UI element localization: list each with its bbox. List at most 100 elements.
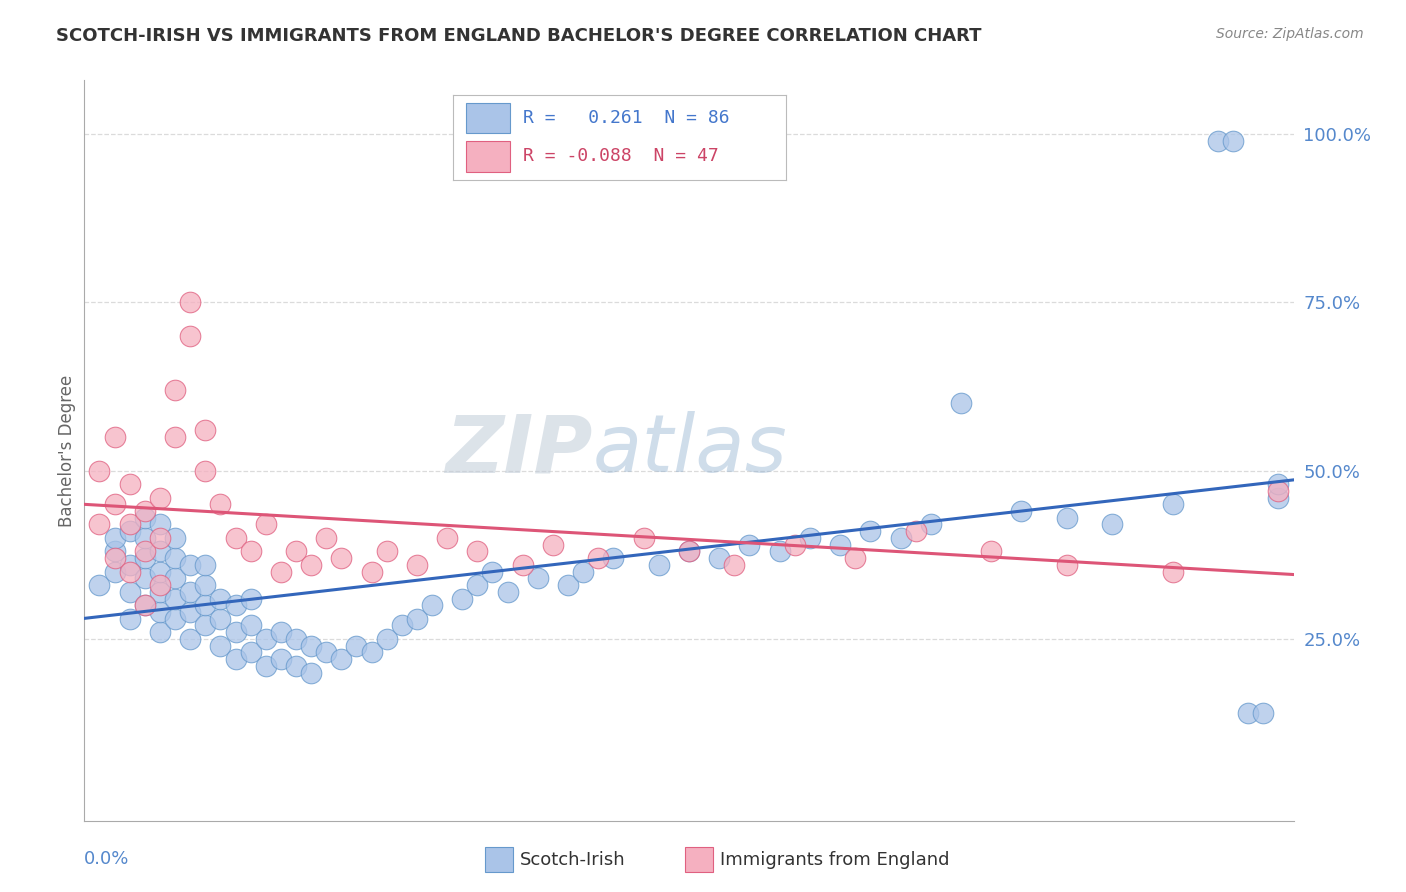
- Point: [738, 538, 761, 552]
- Point: [134, 504, 156, 518]
- Point: [904, 524, 927, 539]
- Point: [330, 652, 353, 666]
- Point: [360, 565, 382, 579]
- Point: [527, 571, 550, 585]
- Point: [1267, 483, 1289, 498]
- Point: [602, 551, 624, 566]
- Point: [1161, 497, 1184, 511]
- Point: [134, 510, 156, 524]
- Point: [572, 565, 595, 579]
- Point: [633, 531, 655, 545]
- Point: [299, 558, 322, 572]
- Point: [209, 497, 232, 511]
- Point: [149, 578, 172, 592]
- Point: [194, 578, 217, 592]
- Point: [194, 599, 217, 613]
- Point: [149, 584, 172, 599]
- Point: [299, 665, 322, 680]
- Point: [678, 544, 700, 558]
- Point: [239, 645, 262, 659]
- Point: [149, 544, 172, 558]
- Point: [165, 551, 187, 566]
- Point: [844, 551, 866, 566]
- Point: [165, 531, 187, 545]
- Point: [194, 423, 217, 437]
- Point: [104, 497, 127, 511]
- Point: [149, 565, 172, 579]
- Point: [239, 544, 262, 558]
- Point: [557, 578, 579, 592]
- Point: [678, 544, 700, 558]
- Point: [134, 551, 156, 566]
- Point: [799, 531, 821, 545]
- Point: [165, 612, 187, 626]
- Point: [406, 612, 429, 626]
- Point: [467, 578, 489, 592]
- Point: [859, 524, 882, 539]
- Point: [270, 565, 292, 579]
- Point: [209, 612, 232, 626]
- Point: [134, 571, 156, 585]
- Point: [179, 295, 201, 310]
- Point: [709, 551, 731, 566]
- Point: [980, 544, 1002, 558]
- Point: [1267, 491, 1289, 505]
- Point: [239, 591, 262, 606]
- Point: [225, 625, 247, 640]
- Point: [375, 544, 398, 558]
- Point: [920, 517, 942, 532]
- Point: [270, 652, 292, 666]
- Point: [1056, 558, 1078, 572]
- Point: [254, 632, 277, 646]
- Point: [1253, 706, 1275, 720]
- Point: [254, 517, 277, 532]
- Point: [830, 538, 852, 552]
- Point: [225, 531, 247, 545]
- Point: [179, 584, 201, 599]
- Point: [451, 591, 474, 606]
- Point: [165, 430, 187, 444]
- Point: [1056, 510, 1078, 524]
- Text: SCOTCH-IRISH VS IMMIGRANTS FROM ENGLAND BACHELOR'S DEGREE CORRELATION CHART: SCOTCH-IRISH VS IMMIGRANTS FROM ENGLAND …: [56, 27, 981, 45]
- Point: [406, 558, 429, 572]
- Point: [179, 632, 201, 646]
- Point: [149, 491, 172, 505]
- Point: [723, 558, 745, 572]
- Point: [134, 531, 156, 545]
- Point: [89, 578, 111, 592]
- Point: [299, 639, 322, 653]
- Point: [588, 551, 610, 566]
- Point: [1161, 565, 1184, 579]
- Point: [89, 464, 111, 478]
- Point: [194, 464, 217, 478]
- Point: [1206, 134, 1229, 148]
- Point: [209, 591, 232, 606]
- Point: [165, 383, 187, 397]
- Point: [134, 544, 156, 558]
- Point: [179, 558, 201, 572]
- Point: [315, 645, 337, 659]
- Point: [285, 544, 308, 558]
- Point: [118, 524, 141, 539]
- Point: [315, 531, 337, 545]
- Point: [165, 591, 187, 606]
- Point: [118, 584, 141, 599]
- Point: [194, 558, 217, 572]
- Point: [104, 544, 127, 558]
- Point: [149, 531, 172, 545]
- Point: [104, 565, 127, 579]
- Point: [890, 531, 912, 545]
- Text: 0.0%: 0.0%: [84, 850, 129, 868]
- Point: [346, 639, 368, 653]
- Point: [360, 645, 382, 659]
- Point: [149, 625, 172, 640]
- Text: Scotch-Irish: Scotch-Irish: [520, 851, 626, 869]
- Point: [481, 565, 503, 579]
- Point: [149, 517, 172, 532]
- Point: [467, 544, 489, 558]
- Point: [179, 605, 201, 619]
- Y-axis label: Bachelor's Degree: Bachelor's Degree: [58, 375, 76, 526]
- Point: [391, 618, 413, 632]
- Point: [149, 605, 172, 619]
- Point: [239, 618, 262, 632]
